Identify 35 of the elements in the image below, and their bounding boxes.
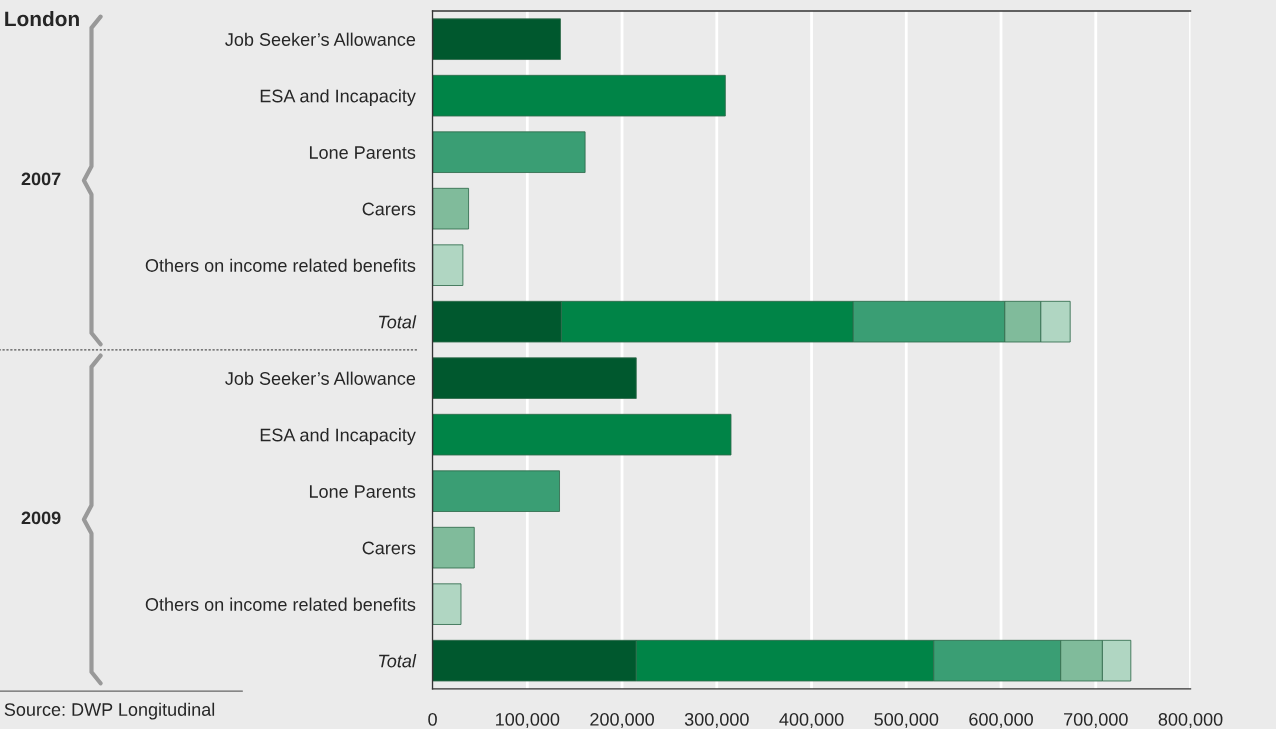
x-tick-label: 300,000 [684, 712, 749, 728]
bar [432, 74, 726, 117]
x-tick-label: 100,000 [496, 712, 560, 728]
y-tick-label: ESA and Incapacity [260, 89, 416, 106]
x-tick-label: 400,000 [779, 712, 844, 728]
source-note: Source: DWP Longitudinal [4, 702, 215, 720]
bar [432, 526, 475, 569]
y-tick-label: Total [379, 315, 417, 329]
text: London [5, 10, 79, 27]
bar [432, 470, 560, 512]
text: 2007 [21, 172, 61, 186]
x-tick-label: 700,000 [1064, 712, 1128, 728]
x-tick-label: 500,000 [874, 712, 939, 728]
bar [432, 413, 732, 456]
y-tick-label: Others on income related benefits [145, 258, 416, 272]
y-tick-label: Lone Parents [309, 485, 416, 498]
y-tick-label: Total [379, 654, 417, 668]
text: 2009 [21, 511, 61, 525]
x-tick-label: 0 [428, 712, 437, 726]
bar [432, 357, 637, 399]
x-tick-label: 800,000 [1158, 712, 1223, 728]
y-tick-label: Job Seeker’s Allowance [225, 371, 416, 385]
x-tick-label: 200,000 [590, 712, 654, 728]
y-tick-label: ESA and Incapacity [260, 428, 416, 445]
y-tick-label: Others on income related benefits [145, 597, 416, 611]
bar [432, 18, 561, 60]
y-tick-label: Carers [362, 541, 416, 555]
y-tick-label: Carers [362, 202, 416, 216]
y-tick-label: Job Seeker’s Allowance [225, 32, 416, 46]
bar [432, 131, 586, 173]
bar [432, 187, 469, 230]
bar [432, 583, 462, 625]
x-tick-label: 600,000 [969, 712, 1033, 728]
y-tick-label: Lone Parents [309, 146, 416, 159]
bar [432, 244, 464, 286]
